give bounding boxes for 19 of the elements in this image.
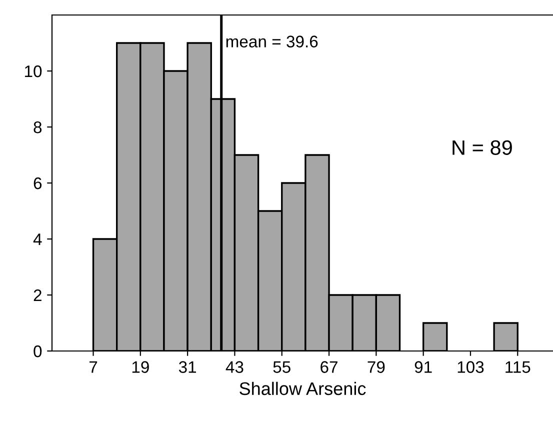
x-tick-label: 31 xyxy=(178,361,196,373)
x-tick-label: 43 xyxy=(226,361,244,373)
annotation: N = 89 xyxy=(452,140,512,155)
y-tick-label: 10 xyxy=(25,65,42,78)
x-tick-label: 79 xyxy=(368,361,385,373)
x-tick-label: 67 xyxy=(320,361,338,373)
x-axis-title: Shallow Arsenic xyxy=(240,382,366,396)
y-tick-label: 0 xyxy=(34,345,42,358)
x-tick-label: 19 xyxy=(132,361,149,373)
x-tick-label: 7 xyxy=(89,361,98,373)
ref-line-label: mean = 39.6 xyxy=(226,36,318,48)
y-tick-label: 6 xyxy=(34,177,42,190)
x-tick-label: 115 xyxy=(506,361,530,373)
x-tick-label: 91 xyxy=(414,361,432,373)
y-tick-label: 4 xyxy=(33,234,42,246)
y-tick-label: 2 xyxy=(34,289,42,302)
y-tick-label: 8 xyxy=(34,121,42,134)
x-tick-label: 103 xyxy=(458,361,484,373)
x-tick-label: 55 xyxy=(273,361,290,373)
